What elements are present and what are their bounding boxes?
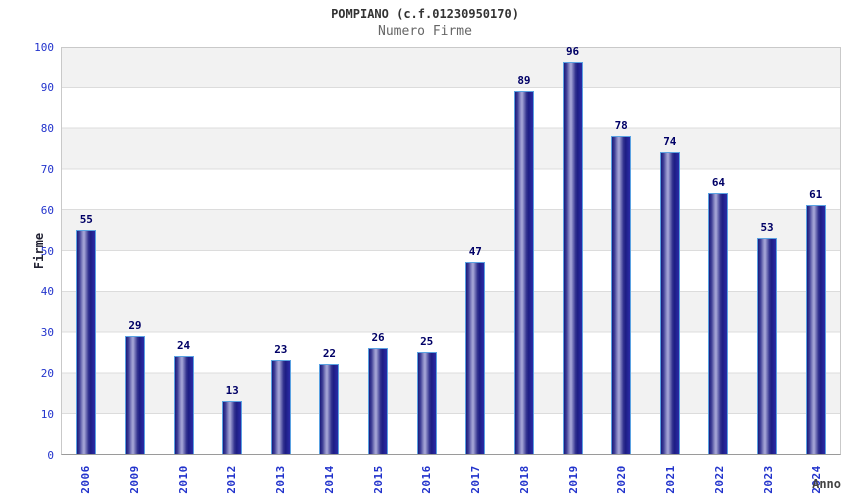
y-axis-ticks: 0 10 20 30 40 50 60 70 80 90 100: [0, 41, 54, 462]
bar-column: 25: [402, 48, 451, 454]
bar: [173, 356, 194, 454]
bar-column: 53: [743, 48, 792, 454]
x-tick-cell: 2017: [451, 458, 500, 500]
x-tick-cell: 2016: [402, 458, 451, 500]
bar-column: 64: [694, 48, 743, 454]
bar-value-label: 55: [79, 212, 93, 226]
bar-value-label: 89: [517, 73, 531, 87]
x-tick-label: 2014: [322, 464, 336, 494]
bar: [222, 400, 243, 454]
y-tick-label: 40: [40, 285, 54, 299]
bar: [76, 229, 97, 454]
bar-value-label: 61: [809, 188, 823, 202]
y-tick-label: 50: [40, 244, 54, 258]
bar-value-label: 64: [711, 175, 726, 189]
x-tick-cell: 2019: [549, 458, 598, 500]
bar: [513, 90, 534, 454]
bar-value-label: 78: [614, 118, 628, 132]
x-tick-cell: 2006: [61, 458, 110, 500]
x-tick-cell: 2021: [646, 458, 695, 500]
bar: [124, 335, 145, 454]
bar-column: 78: [597, 48, 646, 454]
x-tick-cell: 2022: [695, 458, 744, 500]
plot-area: 55 29 24 13 23 22 26 25 47 89 96 78 74 64 53 61: [61, 45, 841, 455]
x-tick-cell: 2014: [305, 458, 354, 500]
x-tick-label: 2010: [176, 464, 190, 494]
bar: [659, 152, 680, 454]
bar-value-label: 96: [565, 45, 580, 59]
bar-value-label: 13: [225, 383, 239, 397]
chart-title: POMPIANO (c.f.01230950170): [331, 7, 519, 21]
bar: [757, 237, 778, 454]
bar-value-label: 24: [176, 339, 191, 353]
x-tick-label: 2016: [420, 464, 434, 494]
bar: [368, 347, 389, 454]
bar-column: 13: [208, 48, 257, 454]
bar-column: 22: [305, 48, 354, 454]
bar-column: 47: [451, 48, 500, 454]
x-tick-cell: 2013: [256, 458, 305, 500]
bar: [708, 192, 729, 454]
bar-column: 55: [62, 48, 111, 454]
bar-value-label: 25: [420, 335, 434, 348]
x-tick-label: 2013: [273, 464, 287, 494]
y-tick-label: 10: [40, 407, 54, 421]
chart-subtitle: Numero Firme: [378, 24, 472, 39]
bar-column: 24: [159, 48, 208, 454]
bar-column: 23: [257, 48, 306, 454]
y-tick-label: 60: [40, 203, 54, 217]
x-tick-label: 2020: [615, 464, 629, 494]
x-tick-label: 2017: [468, 464, 482, 494]
x-tick-cell: 2010: [159, 458, 208, 500]
bar-value-label: 22: [322, 347, 337, 361]
bar-column: 61: [791, 48, 840, 454]
x-tick-label: 2022: [712, 464, 726, 494]
bar-value-label: 29: [128, 318, 142, 332]
x-axis-ticks: 2006 2009 2010 2012 2013 2014 2015 2016 2017 2018…: [61, 458, 841, 500]
bar: [270, 360, 291, 454]
x-tick-label: 2021: [663, 464, 677, 494]
x-tick-cell: 2009: [110, 458, 159, 500]
bar: [319, 364, 340, 454]
bar-value-label: 74: [663, 135, 677, 149]
bar-column: 74: [646, 48, 695, 454]
bar-column: 29: [111, 48, 160, 454]
x-tick-label: 2018: [517, 464, 531, 494]
bar: [465, 262, 486, 454]
bar-value-label: 47: [468, 245, 482, 259]
y-tick-label: 90: [40, 81, 54, 95]
y-tick-label: 0: [47, 448, 54, 462]
y-tick-label: 80: [40, 122, 54, 136]
bar-value-label: 26: [371, 330, 385, 344]
x-tick-label: 2023: [761, 464, 775, 494]
bar: [611, 135, 632, 454]
x-tick-label: 2009: [127, 464, 141, 494]
y-tick-label: 30: [40, 326, 54, 340]
bar: [416, 352, 437, 454]
x-axis-title: Anno: [812, 477, 841, 491]
bar: [562, 62, 583, 454]
x-tick-cell: 2023: [744, 458, 793, 500]
x-tick-label: 2015: [371, 464, 385, 494]
x-tick-label: 2006: [78, 464, 92, 494]
y-tick-label: 70: [40, 162, 54, 176]
bar-value-label: 53: [760, 220, 774, 234]
y-tick-label: 20: [40, 366, 54, 380]
x-tick-cell: 2018: [500, 458, 549, 500]
x-tick-cell: 2020: [597, 458, 646, 500]
y-tick-label: 100: [34, 40, 54, 54]
bar-value-label: 23: [274, 343, 288, 357]
bar-column: 96: [548, 45, 597, 454]
bar: [805, 205, 826, 454]
x-tick-label: 2019: [566, 464, 580, 494]
x-tick-label: 2012: [225, 464, 239, 494]
bar-column: 89: [500, 48, 549, 454]
x-tick-cell: 2012: [207, 458, 256, 500]
x-tick-cell: 2015: [354, 458, 403, 500]
bar-column: 26: [354, 48, 403, 454]
